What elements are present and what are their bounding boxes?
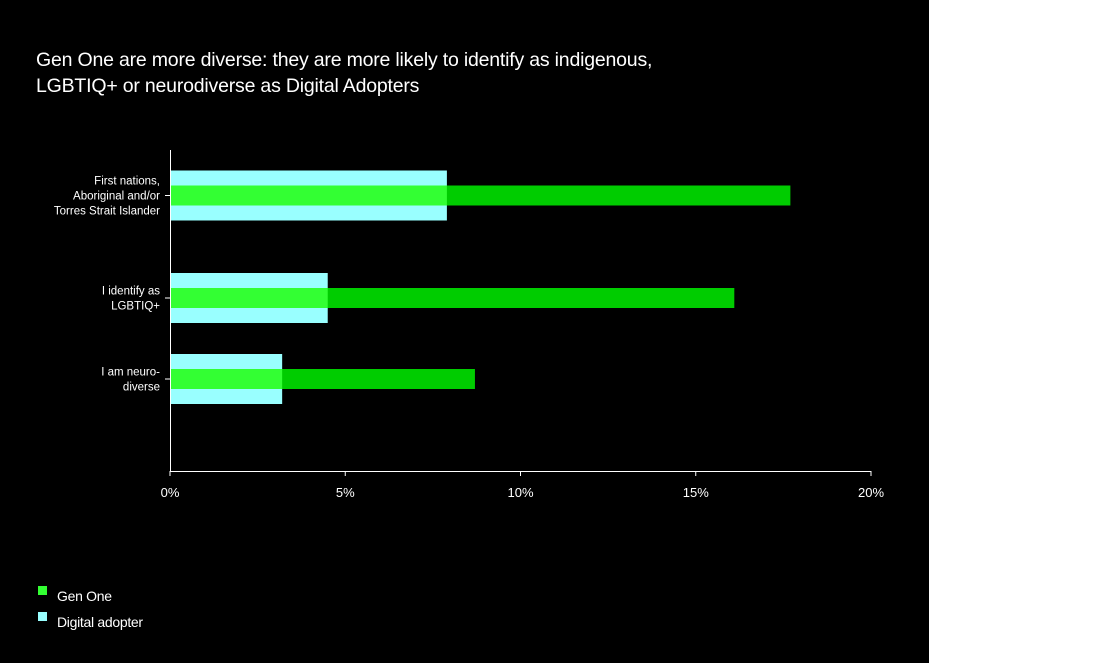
bar-overlap: [170, 185, 447, 206]
category-label: First nations, Aboriginal and/or Torres St…: [54, 176, 160, 218]
legend-swatch: [38, 586, 47, 595]
x-tick-label: 10%: [507, 485, 533, 500]
x-tick-label: 20%: [858, 485, 884, 500]
bar-chart: First nations, Aboriginal and/or Torres St…: [54, 150, 884, 500]
legend-swatch: [38, 612, 47, 621]
x-tick-label: 15%: [683, 485, 709, 500]
chart-title: Gen One are more diverse: they are more …: [36, 49, 653, 97]
bar-overlap: [170, 369, 283, 389]
legend-label: Gen One: [57, 588, 112, 604]
category-label: I am neuro-diverse: [101, 367, 160, 394]
chart-panel: Gen One are more diverse: they are more …: [0, 0, 929, 663]
x-tick-label: 0%: [161, 485, 180, 500]
bar-overlap: [170, 288, 328, 308]
x-tick-label: 5%: [336, 485, 355, 500]
category-label: I identify as LGBTIQ+: [102, 286, 160, 313]
legend-label: Digital adopter: [57, 614, 143, 630]
